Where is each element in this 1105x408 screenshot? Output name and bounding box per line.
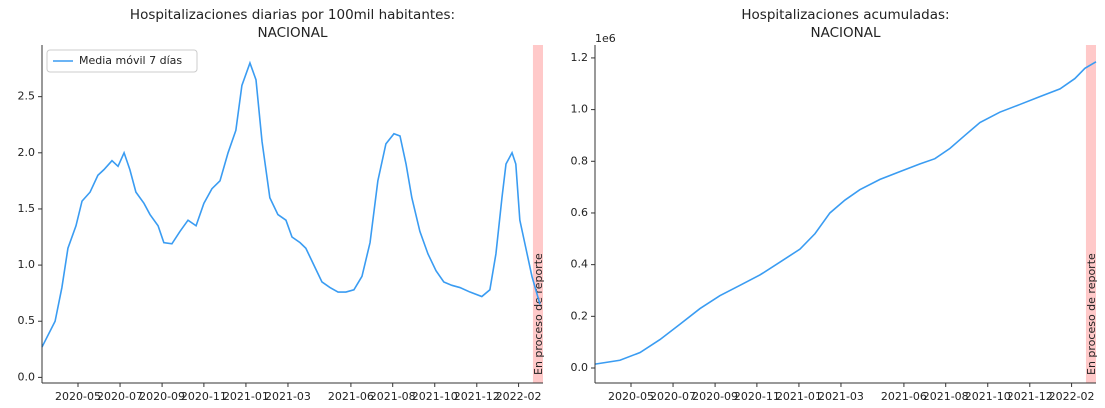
x-tick-label: 2020-11 xyxy=(734,390,780,403)
x-tick-label: 2021-01 xyxy=(223,390,269,403)
x-tick-label: 2022-02 xyxy=(1049,390,1095,403)
x-tick-label: 2022-02 xyxy=(496,390,542,403)
x-tick-label: 2020-07 xyxy=(650,390,696,403)
annotation: En proceso de reporte xyxy=(532,253,545,375)
highlight-span xyxy=(1085,45,1096,383)
x-tick-label: 2021-10 xyxy=(965,390,1011,403)
x-tick-label: 2020-05 xyxy=(608,390,654,403)
x-tick-label: 2021-08 xyxy=(923,390,969,403)
y-tick-label: 2.5 xyxy=(18,90,36,103)
x-tick-label: 2021-06 xyxy=(328,390,374,403)
y-tick-label: 0.6 xyxy=(571,206,589,219)
chart-title: NACIONAL xyxy=(258,25,328,41)
y-tick-label: 0.2 xyxy=(571,309,589,322)
chart-title: NACIONAL xyxy=(811,25,881,41)
x-tick-label: 2020-05 xyxy=(55,390,101,403)
line xyxy=(594,61,1097,365)
x-tick-label: 2020-07 xyxy=(97,390,143,403)
chart-title: Hospitalizaciones acumuladas: xyxy=(741,7,949,23)
y-tick-label: 2.0 xyxy=(18,146,36,159)
x-tick-label: 2021-08 xyxy=(370,390,416,403)
y-tick-label: 1.0 xyxy=(18,258,36,271)
y-tick-label: 0.5 xyxy=(18,314,36,327)
x-tick-label: 2021-12 xyxy=(454,390,500,403)
x-tick-label: 2021-01 xyxy=(776,390,822,403)
y-tick-label: 0.0 xyxy=(18,370,36,383)
y-tick-label: 0.8 xyxy=(571,154,589,167)
annotation: En proceso de reporte xyxy=(1085,253,1098,375)
chart-title: Hospitalizaciones diarias por 100mil hab… xyxy=(130,7,455,23)
x-tick-label: 2020-09 xyxy=(692,390,738,403)
y-tick-label: 1.0 xyxy=(571,103,589,116)
y-tick-label: 1.5 xyxy=(18,202,36,215)
x-tick-label: 2021-03 xyxy=(818,390,864,403)
x-tick-label: 2021-10 xyxy=(412,390,458,403)
x-tick-label: 2021-03 xyxy=(265,390,311,403)
x-tick-label: 2020-11 xyxy=(181,390,227,403)
x-tick-label: 2021-12 xyxy=(1007,390,1053,403)
y-tick-label: 1.2 xyxy=(571,51,589,64)
highlight-span xyxy=(532,45,543,383)
x-tick-label: 2021-06 xyxy=(881,390,927,403)
y-tick-label: 0.0 xyxy=(571,361,589,374)
legend-label: Media móvil 7 días xyxy=(79,54,182,67)
legend-box xyxy=(46,49,198,73)
line xyxy=(41,60,541,348)
offset-label: 1e6 xyxy=(595,32,616,45)
x-tick-label: 2020-09 xyxy=(139,390,185,403)
y-tick-label: 0.4 xyxy=(571,258,589,271)
